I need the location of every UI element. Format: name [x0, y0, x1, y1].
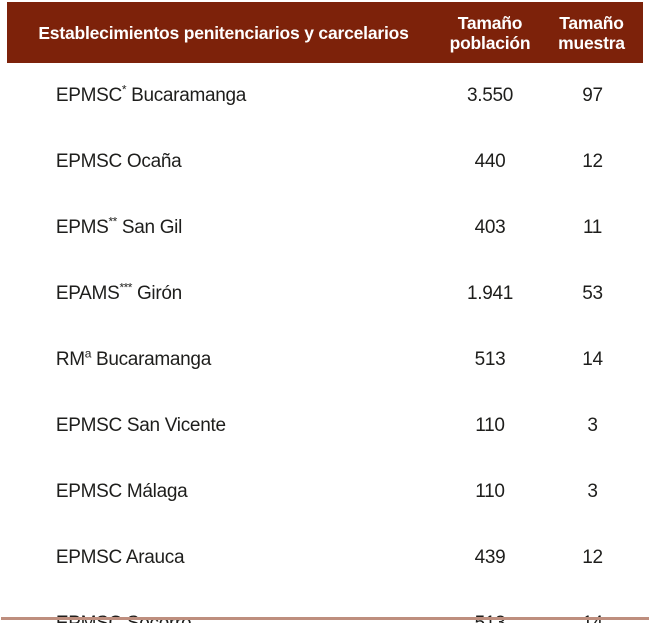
sample-size-value: 53 [582, 283, 603, 304]
population-size-value: 403 [474, 217, 506, 238]
establishment-name-rest: San Gil [116, 217, 183, 238]
sample-size-value: 3 [587, 415, 598, 436]
population-size-value: 439 [474, 547, 506, 568]
table-header-row: Establecimientos penitenciarios y carcel… [7, 2, 643, 63]
establishment-name-rest: Bucaramanga [126, 85, 247, 106]
sample-size-value: 3 [587, 481, 598, 502]
establishment-name-text: EPMSC Arauca [55, 547, 185, 568]
table-row: EPMSC Ocaña 440 12 [0, 129, 650, 195]
header-tamano-poblacion-line2: población [449, 32, 531, 53]
establishment-name-text: RM [55, 349, 85, 370]
establishment-name: EPAMS*** Girón [0, 261, 440, 327]
table-row: EPAMS*** Girón 1.941 53 [0, 261, 650, 327]
table-row: EPMS** San Gil 403 11 [0, 195, 650, 261]
table-body: EPMSC* Bucaramanga 3.550 97 EPMSC Ocaña … [0, 63, 650, 623]
table-bottom-rule [1, 617, 649, 620]
establishment-name: EPMSC* Bucaramanga [0, 63, 440, 129]
header-tamano-poblacion-line1: Tamaño [457, 12, 523, 33]
establishment-name: EPMSC Málaga [0, 459, 440, 525]
establishment-name: EPMS** San Gil [0, 195, 440, 261]
header-establecimientos: Establecimientos penitenciarios y carcel… [7, 2, 440, 63]
establishment-name-text: EPMSC Ocaña [55, 151, 182, 172]
establishment-name-text: EPMSC Málaga [55, 481, 188, 502]
population-size-value: 440 [474, 151, 506, 172]
table-row: EPMSC Málaga 110 3 [0, 459, 650, 525]
header-tamano-poblacion: Tamaño población [440, 2, 540, 63]
header-establecimientos-label: Establecimientos penitenciarios y carcel… [38, 22, 409, 43]
table-row: EPMSC Arauca 439 12 [0, 525, 650, 591]
establishment-name: EPMSC San Vicente [0, 393, 440, 459]
sample-size-value: 11 [582, 217, 603, 238]
sample-size-value: 12 [582, 547, 603, 568]
sample-size-value: 97 [582, 85, 603, 106]
population-size-value: 513 [474, 349, 506, 370]
table-row: EPMSC* Bucaramanga 3.550 97 [0, 63, 650, 129]
establishment-name: RMa Bucaramanga [0, 327, 440, 393]
header-tamano-muestra-line2: muestra [558, 32, 625, 53]
establishment-name: EPMSC Arauca [0, 525, 440, 591]
establishment-name-rest: Girón [131, 283, 182, 304]
population-size-value: 3.550 [466, 85, 514, 106]
footnote-marker: * [121, 82, 127, 97]
population-size-value: 110 [475, 481, 505, 502]
sample-size-value: 12 [582, 151, 603, 172]
establishment-name-rest: Bucaramanga [90, 349, 211, 370]
sample-size-value: 14 [582, 349, 603, 370]
table-row: RMa Bucaramanga 513 14 [0, 327, 650, 393]
population-size-value: 1.941 [466, 283, 514, 304]
establishment-name: EPMSC Ocaña [0, 129, 440, 195]
establishment-name-text: EPAMS [55, 283, 120, 304]
establishment-name-text: EPMSC San Vicente [55, 415, 226, 436]
header-tamano-muestra-line1: Tamaño [559, 12, 624, 33]
establishment-name-text: EPMSC [55, 85, 122, 106]
table-row: EPMSC San Vicente 110 3 [0, 393, 650, 459]
footnote-marker: *** [119, 280, 132, 295]
header-tamano-muestra: Tamaño muestra [540, 2, 643, 63]
population-size-value: 110 [475, 415, 505, 436]
establishment-name-text: EPMS [55, 217, 109, 238]
footnote-marker: a [84, 346, 92, 361]
footnote-marker: ** [108, 214, 118, 229]
